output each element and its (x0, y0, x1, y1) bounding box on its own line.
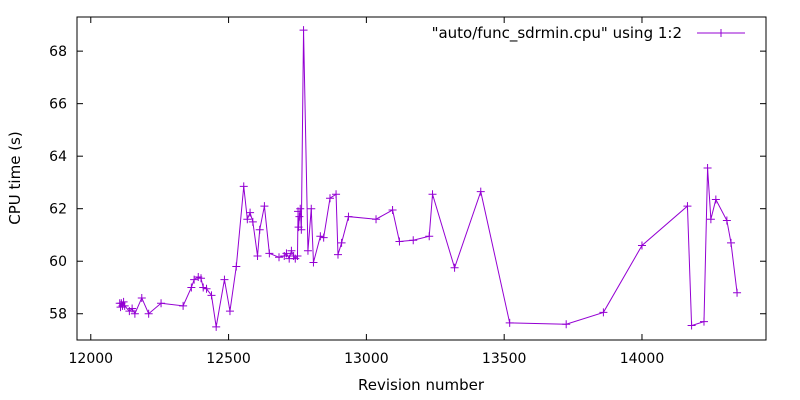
y-tick-label: 58 (49, 307, 67, 323)
data-point-marker (344, 212, 353, 221)
data-point-marker (199, 283, 208, 292)
data-point-marker (179, 301, 188, 310)
legend-marker (717, 29, 725, 37)
data-point-marker (212, 322, 221, 331)
data-point-marker (683, 202, 692, 211)
data-point-marker (706, 215, 715, 224)
data-point-marker (303, 246, 312, 255)
data-point-marker (220, 275, 229, 284)
axis-tick-labels: 12000 12500 13000 13500 14000 58 60 62 64 66 68 (49, 44, 664, 367)
data-point-marker (128, 304, 137, 313)
x-tick-label: 13000 (344, 351, 389, 367)
data-point-marker (307, 204, 316, 213)
data-point-marker (260, 202, 269, 211)
data-point-marker (282, 249, 291, 258)
data-point-marker (137, 293, 146, 302)
data-point-marker (562, 320, 571, 329)
x-axis-label: Revision number (358, 376, 485, 394)
data-point-marker (190, 275, 199, 284)
data-point-marker (232, 262, 241, 271)
data-point-marker (297, 225, 306, 234)
data-point-marker (144, 309, 153, 318)
data-point-marker (119, 297, 128, 306)
data-point-marker (733, 288, 742, 297)
data-point-marker (197, 274, 206, 283)
data-point-marker (248, 217, 257, 226)
y-tick-label: 62 (49, 202, 67, 218)
data-point-marker (333, 250, 342, 259)
data-point-marker (295, 212, 304, 221)
data-point-marker (239, 182, 248, 191)
data-point-marker (425, 232, 434, 241)
data-point-marker (316, 232, 325, 241)
data-point-marker (243, 215, 252, 224)
data-point-marker (409, 236, 418, 245)
data-point-marker (207, 291, 216, 300)
data-point-marker (187, 283, 196, 292)
data-point-marker (299, 26, 308, 35)
data-point-marker (599, 308, 608, 317)
data-point-marker (337, 238, 346, 247)
data-point-marker (319, 233, 328, 242)
y-tick-label: 68 (49, 44, 67, 60)
legend-label: "auto/func_sdrmin.cpu" using 1:2 (432, 24, 682, 43)
data-point-marker (255, 225, 264, 234)
data-point-marker (727, 238, 735, 247)
data-point-marker (699, 317, 708, 326)
data-point-marker (428, 190, 437, 199)
y-tick-label: 66 (49, 97, 67, 113)
data-point-marker (253, 251, 262, 260)
series-markers (115, 26, 742, 331)
x-tick-label: 14000 (620, 351, 665, 367)
data-point-marker (505, 318, 514, 327)
x-tick-label: 13500 (482, 351, 527, 367)
data-point-marker (372, 215, 381, 224)
plot-frame (76, 16, 767, 341)
data-point-marker (265, 249, 274, 258)
axis-ticks (77, 17, 766, 340)
y-axis-label: CPU time (s) (6, 131, 24, 224)
y-tick-label: 64 (49, 149, 67, 165)
data-point-marker (287, 246, 296, 255)
data-point-marker (476, 187, 485, 196)
x-tick-label: 12000 (69, 351, 114, 367)
data-point-marker (395, 237, 404, 246)
data-point-marker (637, 241, 646, 250)
data-point-marker (687, 321, 696, 330)
data-point-marker (202, 284, 211, 293)
data-point-marker (246, 208, 255, 217)
data-point-marker (275, 253, 284, 262)
data-point-marker (225, 307, 234, 316)
data-point-marker (157, 299, 166, 308)
data-point-marker (332, 190, 341, 199)
data-point-marker (711, 195, 720, 204)
data-point-marker (296, 204, 305, 213)
data-point-marker (388, 206, 397, 215)
series-line (119, 30, 738, 327)
y-tick-label: 60 (49, 254, 67, 270)
data-point-marker (703, 164, 712, 172)
x-tick-label: 12500 (206, 351, 251, 367)
legend: "auto/func_sdrmin.cpu" using 1:2 (432, 24, 745, 43)
data-point-marker (309, 258, 318, 267)
data-point-marker (326, 194, 334, 203)
data-point-marker (130, 309, 139, 318)
data-point-marker (120, 301, 129, 310)
data-point-marker (116, 303, 125, 312)
data-point-marker (450, 263, 459, 272)
data-point-marker (293, 251, 302, 260)
data-point-marker (722, 216, 731, 225)
